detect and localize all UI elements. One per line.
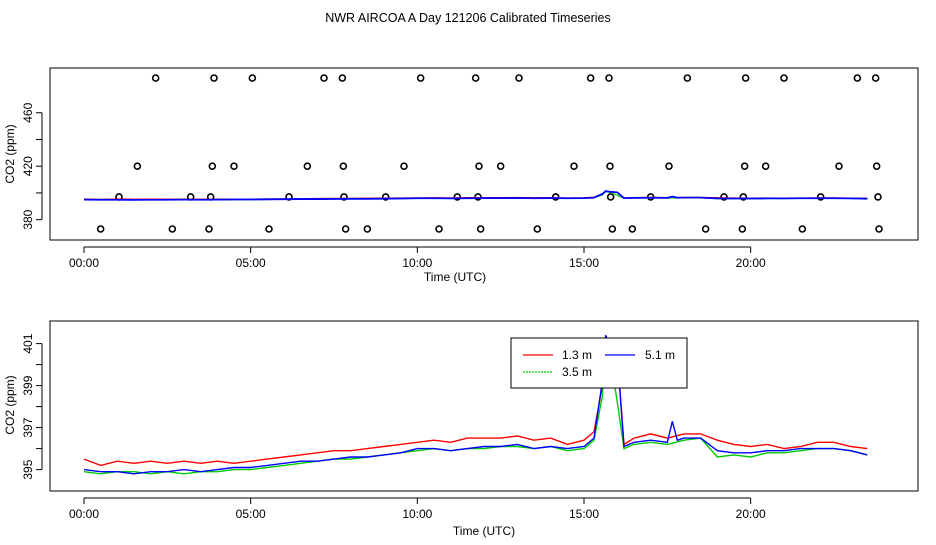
calibration-point [230,162,238,170]
x-tick-label: 20:00 [736,507,766,521]
panel-2-xlabel: Time (UTC) [453,524,515,538]
legend: 1.3 m 3.5 m 5.1 m [510,337,688,389]
calibration-point [570,162,578,170]
series-line-3-5-m [83,343,868,475]
legend-label-5-1m: 5.1 m [645,348,675,362]
panel-1-series [83,190,868,201]
calibration-point [606,193,615,201]
legend-box [510,337,688,389]
calibration-point [453,193,462,201]
panel-1-ylabel: CO2 (ppm) [3,124,17,183]
calibration-point [853,74,862,82]
x-tick-label: 15:00 [569,507,599,521]
calibration-point [606,162,614,170]
calibration-point [515,74,523,82]
legend-label-1-3m: 1.3 m [562,348,592,362]
calibration-point [816,193,825,201]
calibration-point [701,225,710,233]
calibration-point [872,162,881,170]
calibration-point [210,74,218,82]
calibration-point [665,162,673,170]
x-tick-label: 05:00 [236,256,266,270]
calibration-point [871,74,880,82]
x-tick-label: 20:00 [736,256,766,270]
calibration-point [471,74,480,82]
calibration-point [761,162,770,170]
calibration-point [435,225,443,233]
y-tick-label: 399 [21,375,35,395]
y-tick-label: 397 [21,417,35,437]
calibration-point [875,225,883,233]
calibration-point [628,225,637,233]
y-tick-label: 380 [21,209,35,229]
calibration-point [400,162,408,170]
calibration-point [683,74,692,82]
calibration-point [551,193,560,201]
x-tick-label: 00:00 [69,256,99,270]
calibration-point [476,225,485,233]
calibration-points [96,74,883,233]
calibration-point [208,162,217,170]
calibration-point [608,225,617,233]
calibration-point [340,193,348,201]
calibration-point [381,193,390,201]
calibration-point [533,225,542,233]
calibration-point [151,74,160,82]
y-tick-label: 460 [21,102,35,122]
legend-label-3-5m: 3.5 m [562,365,592,379]
calibration-point [780,74,788,82]
calibration-point [338,74,347,82]
x-tick-label: 10:00 [402,256,432,270]
figure-title: NWR AIRCOA A Day 121206 Calibrated Times… [325,11,611,25]
panel-1-xlabel: Time (UTC) [424,270,486,284]
calibration-point [798,225,807,233]
calibration-point [874,193,882,201]
calibration-point [341,225,350,233]
calibration-point [835,162,843,170]
panel-2-ylabel: CO2 (ppm) [3,375,17,434]
calibration-point [738,225,747,233]
panel-2-axes: 00:00 05:00 10:00 15:00 20:00 395 397 399 401 [21,333,766,521]
timeseries-panel: Time (UTC) CO2 (ppm) 00:00 05:00 10:00 15:0… [3,320,919,538]
calibration-point [474,193,482,201]
calibration-point [265,225,273,233]
calibration-point [363,225,372,233]
calibration-point [339,162,348,170]
calibration-point [720,193,728,201]
calibration-point [303,162,312,170]
calibration-point [741,74,750,82]
series-line-5-1-m [83,190,868,201]
calibration-point [320,74,328,82]
calibration-panel: Time (UTC) CO2 (ppm) 00:00 05:00 10:00 15:0… [3,67,919,284]
y-tick-label: 420 [21,156,35,176]
panel-1-frame [49,67,919,241]
y-tick-label: 401 [21,333,35,353]
calibration-point [496,162,505,170]
calibration-point [205,225,213,233]
series-line-5-1-m [83,334,868,475]
panel-2-frame [49,320,919,492]
calibration-point [740,162,749,170]
y-tick-label: 395 [21,459,35,479]
panel-1-axes: 00:00 05:00 10:00 15:00 20:00 380 420 460 [21,102,766,270]
calibration-point [475,162,483,170]
calibration-point [168,225,177,233]
x-tick-label: 00:00 [69,507,99,521]
series-line-1-3-m [83,337,868,467]
calibration-point [739,193,748,201]
calibration-point [133,162,142,170]
calibration-point [605,74,613,82]
x-tick-label: 05:00 [236,507,266,521]
calibration-point [586,74,595,82]
calibration-point [248,74,257,82]
calibration-point [416,74,425,82]
panel-2-series [83,334,868,475]
x-tick-label: 10:00 [402,507,432,521]
x-tick-label: 15:00 [569,256,599,270]
calibration-point [96,225,105,233]
